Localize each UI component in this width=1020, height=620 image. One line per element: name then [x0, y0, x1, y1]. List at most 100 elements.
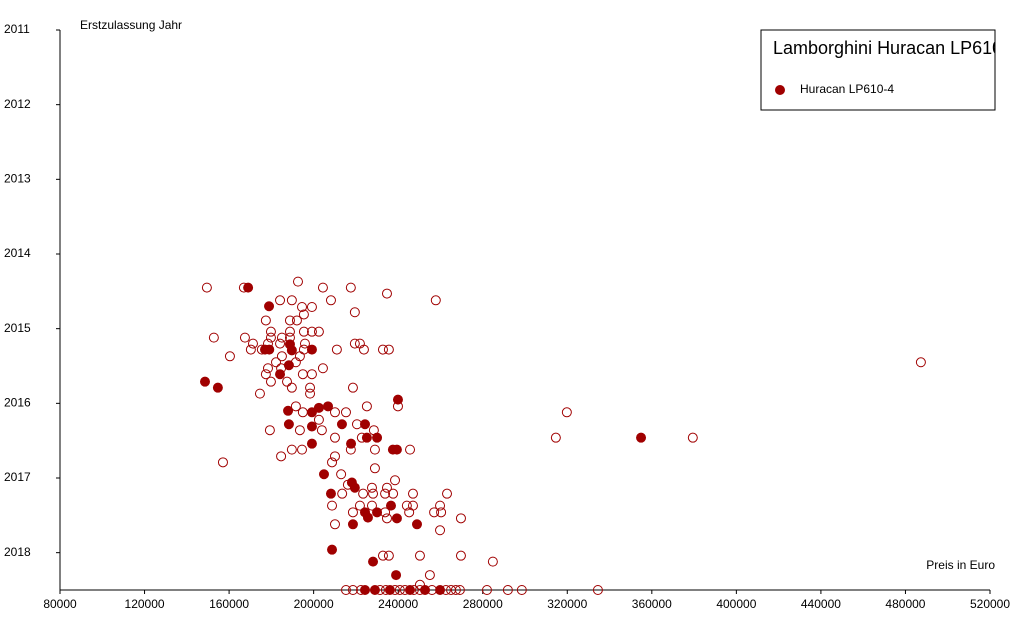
point: [299, 338, 310, 349]
point: [245, 344, 256, 355]
point: [292, 276, 303, 287]
legend-label: Huracan LP610-4: [800, 82, 894, 96]
point: [275, 338, 286, 349]
x-tick-label: 360000: [632, 597, 672, 611]
y-tick-label: 2016: [4, 396, 31, 410]
point: [260, 369, 271, 380]
point: [318, 469, 329, 480]
point: [356, 432, 367, 443]
point: [592, 585, 603, 595]
legend-clip: Lamborghini Huracan LP610-4: [773, 38, 995, 58]
point: [388, 488, 399, 499]
point: [358, 344, 369, 355]
point: [282, 376, 293, 387]
point: [450, 585, 461, 595]
point: [337, 488, 348, 499]
point: [265, 332, 276, 343]
point: [298, 309, 309, 320]
y-axis-label: Erstzulassung Jahr: [80, 18, 182, 32]
point: [408, 585, 419, 595]
point: [411, 519, 422, 530]
point: [212, 382, 223, 393]
point: [329, 432, 340, 443]
point: [358, 488, 369, 499]
y-tick-label: 2015: [4, 321, 31, 335]
point: [340, 585, 351, 595]
point: [392, 401, 403, 412]
y-tick-label: 2014: [4, 246, 31, 260]
point: [429, 507, 440, 518]
point: [331, 344, 342, 355]
point: [286, 382, 297, 393]
point: [306, 369, 317, 380]
point: [502, 585, 513, 595]
point: [306, 344, 317, 355]
point: [199, 376, 210, 387]
point: [208, 332, 219, 343]
x-tick-label: 440000: [801, 597, 841, 611]
y-tick-label: 2018: [4, 545, 31, 559]
x-tick-label: 520000: [970, 597, 1010, 611]
x-tick-label: 240000: [378, 597, 418, 611]
y-tick-label: 2013: [4, 172, 31, 186]
point: [340, 407, 351, 418]
point: [550, 432, 561, 443]
x-tick-label: 120000: [125, 597, 165, 611]
point: [297, 302, 308, 313]
point: [260, 315, 271, 326]
point: [405, 444, 416, 455]
point: [381, 482, 392, 493]
point: [286, 345, 297, 356]
point: [306, 326, 317, 337]
point: [369, 585, 380, 595]
point: [404, 507, 415, 518]
point: [325, 295, 336, 306]
point: [329, 519, 340, 530]
point: [254, 388, 265, 399]
point: [351, 419, 362, 430]
y-tick-label: 2011: [4, 22, 30, 36]
point: [636, 432, 647, 443]
point: [291, 315, 302, 326]
y-tick-label: 2017: [4, 470, 31, 484]
point: [265, 376, 276, 387]
x-tick-label: 320000: [547, 597, 587, 611]
point: [407, 488, 418, 499]
point: [427, 585, 437, 595]
point: [306, 421, 317, 432]
point: [436, 507, 447, 518]
point: [481, 585, 492, 595]
point: [424, 570, 435, 581]
point: [440, 585, 451, 595]
point: [361, 401, 372, 412]
point: [224, 351, 235, 362]
point: [284, 332, 295, 343]
point: [354, 500, 365, 511]
point: [297, 444, 308, 455]
point: [345, 444, 356, 455]
point: [369, 463, 380, 474]
point: [239, 332, 250, 343]
point: [454, 585, 465, 595]
point: [294, 425, 305, 436]
point: [306, 438, 317, 449]
point: [362, 512, 373, 523]
point: [391, 570, 402, 581]
point: [247, 338, 258, 349]
point: [317, 363, 328, 374]
point: [275, 369, 286, 380]
point: [407, 500, 418, 511]
point: [336, 419, 347, 430]
point: [394, 585, 405, 595]
point: [265, 326, 276, 337]
point: [297, 407, 308, 418]
point: [262, 338, 273, 349]
point: [380, 488, 391, 499]
point: [487, 556, 498, 567]
point: [361, 432, 372, 443]
point: [276, 351, 287, 362]
point: [385, 500, 396, 511]
point: [359, 419, 370, 430]
point: [347, 382, 358, 393]
